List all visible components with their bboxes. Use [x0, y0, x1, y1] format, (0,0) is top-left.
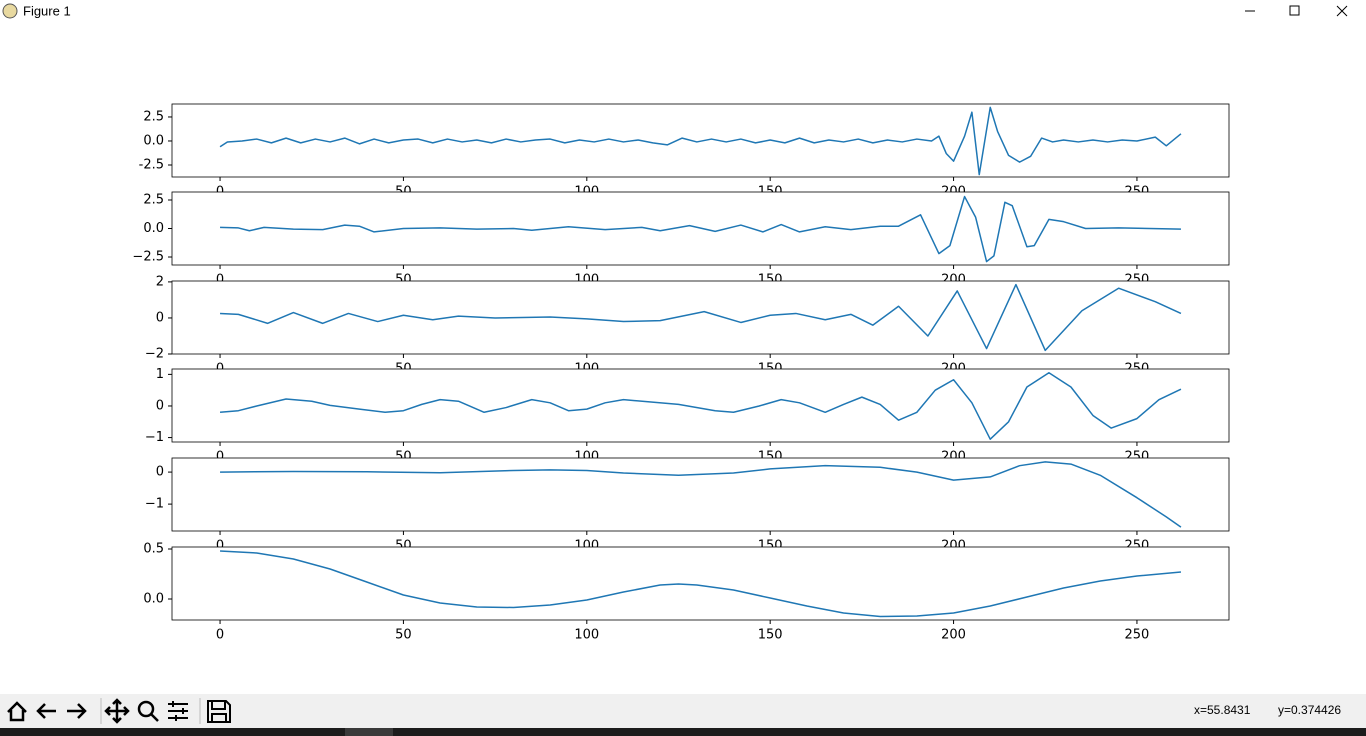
app-icon — [2, 3, 18, 19]
x-tick-label: 0 — [216, 273, 224, 288]
y-tick-label: 0.5 — [143, 542, 164, 557]
maximize-button[interactable] — [1289, 5, 1300, 16]
close-button[interactable] — [1336, 5, 1348, 17]
y-tick-label: −1 — [145, 430, 164, 445]
data-line — [220, 461, 1182, 528]
y-tick-label: 2.5 — [143, 109, 164, 124]
y-tick-label: 0.0 — [143, 221, 164, 236]
zoom-button[interactable] — [137, 700, 155, 718]
data-line — [219, 372, 1182, 440]
x-tick-label: 150 — [758, 628, 783, 643]
y-tick-label: 2.5 — [143, 192, 164, 207]
pan-button[interactable] — [104, 698, 130, 724]
save-button[interactable] — [207, 700, 231, 723]
y-tick-label: −1 — [145, 497, 164, 512]
y-tick-label: 0 — [156, 398, 164, 413]
back-button[interactable] — [36, 703, 56, 719]
status-y: y=0.374426 — [1278, 703, 1341, 717]
y-tick-label: 2 — [156, 274, 164, 289]
x-tick-label: 250 — [1125, 628, 1150, 643]
y-tick-label: -2.5 — [139, 157, 164, 172]
axes-background — [172, 547, 1229, 620]
y-tick-label: 0 — [156, 310, 164, 325]
configure-button[interactable] — [168, 701, 188, 721]
y-tick-label: −2.5 — [132, 250, 164, 265]
axes-background — [172, 281, 1229, 354]
y-tick-label: 0 — [156, 465, 164, 480]
data-line — [220, 550, 1182, 618]
x-tick-label: 0 — [216, 539, 224, 554]
figure: -2.50.02.5050100150200250−2.50.02.505010… — [132, 103, 1230, 643]
window-title: Figure 1 — [23, 3, 71, 18]
y-tick-label: −2 — [145, 347, 164, 362]
forward-button[interactable] — [67, 703, 87, 719]
data-line — [220, 283, 1182, 352]
axes-background — [172, 369, 1229, 442]
x-tick-label: 200 — [941, 628, 966, 643]
taskbar — [0, 728, 1366, 736]
toolbar — [0, 694, 1366, 728]
axes-frame — [171, 457, 1230, 532]
data-line — [219, 106, 1182, 176]
x-tick-label: 100 — [574, 628, 599, 643]
title-bar — [0, 0, 1366, 24]
y-tick-label: 0.0 — [143, 133, 164, 148]
y-tick-label: 1 — [156, 367, 164, 382]
x-tick-label: 50 — [395, 628, 412, 643]
axes-background — [172, 458, 1229, 531]
y-tick-label: 0.0 — [143, 592, 164, 607]
status-x: x=55.8431 — [1194, 703, 1251, 717]
x-tick-label: 0 — [216, 628, 224, 643]
data-line — [220, 195, 1181, 263]
x-tick-label: 0 — [216, 450, 224, 465]
home-button[interactable] — [7, 701, 27, 722]
taskbar-item — [345, 728, 393, 736]
axes-frame — [171, 546, 1230, 621]
